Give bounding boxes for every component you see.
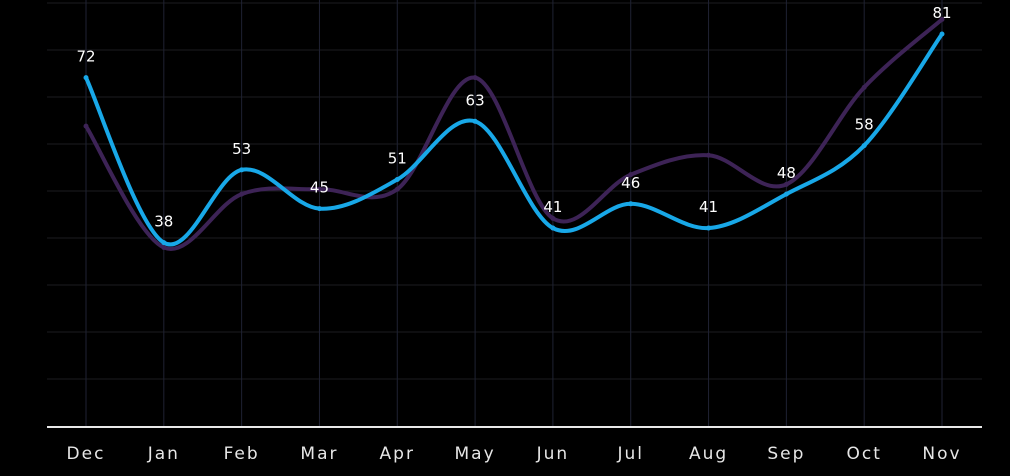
data-label: 63 xyxy=(466,91,485,109)
data-point xyxy=(394,177,400,183)
data-point xyxy=(861,84,867,90)
x-axis-ticks: Dec Jan Feb Mar Apr May Jun Jul Aug Sep Oct Nov xyxy=(67,444,961,464)
x-tick-label: Feb xyxy=(224,444,260,464)
data-point xyxy=(628,201,634,207)
data-point xyxy=(628,172,634,178)
data-label: 41 xyxy=(699,198,718,216)
x-tick-label: Dec xyxy=(67,444,106,464)
x-tick-label: Mar xyxy=(300,444,338,464)
data-point xyxy=(316,186,322,192)
data-point xyxy=(550,215,556,221)
data-point xyxy=(939,16,945,22)
series-layer xyxy=(84,17,944,251)
data-point xyxy=(239,167,245,173)
data-point xyxy=(472,118,478,124)
x-tick-label: Jun xyxy=(536,444,570,464)
data-label: 51 xyxy=(388,150,407,168)
x-tick-label: Aug xyxy=(689,444,728,464)
data-label: 38 xyxy=(154,213,173,231)
data-point xyxy=(550,225,556,231)
data-point xyxy=(706,152,712,158)
data-label: 81 xyxy=(932,4,951,22)
data-label: 46 xyxy=(621,174,640,192)
data-point xyxy=(783,181,789,187)
data-point xyxy=(939,31,945,37)
data-point xyxy=(161,244,167,250)
data-point xyxy=(161,240,167,246)
series-line-2 xyxy=(84,17,944,251)
data-label: 45 xyxy=(310,179,329,197)
x-tick-label: Nov xyxy=(922,444,961,464)
data-point xyxy=(316,206,322,212)
data-point xyxy=(783,191,789,197)
x-tick-label: Jan xyxy=(147,444,180,464)
points-layer xyxy=(83,16,945,250)
data-label: 48 xyxy=(777,164,796,182)
x-tick-label: May xyxy=(455,444,496,464)
x-tick-label: Jul xyxy=(616,444,644,464)
data-label: 53 xyxy=(232,140,251,158)
data-labels: 72 38 53 45 51 63 41 46 41 48 58 81 xyxy=(76,4,951,231)
x-tick-label: Sep xyxy=(767,444,805,464)
x-tick-label: Oct xyxy=(846,444,881,464)
data-point xyxy=(472,75,478,81)
category-guides xyxy=(85,0,943,427)
data-point xyxy=(83,75,89,81)
data-label: 72 xyxy=(76,48,95,66)
series-line-1 xyxy=(84,31,944,247)
data-point xyxy=(706,225,712,231)
data-point xyxy=(394,186,400,192)
data-label: 58 xyxy=(855,116,874,134)
data-point xyxy=(861,143,867,149)
data-point xyxy=(239,191,245,197)
data-label: 41 xyxy=(543,198,562,216)
x-tick-label: Apr xyxy=(380,444,415,464)
grid xyxy=(47,2,982,380)
data-point xyxy=(83,123,89,129)
